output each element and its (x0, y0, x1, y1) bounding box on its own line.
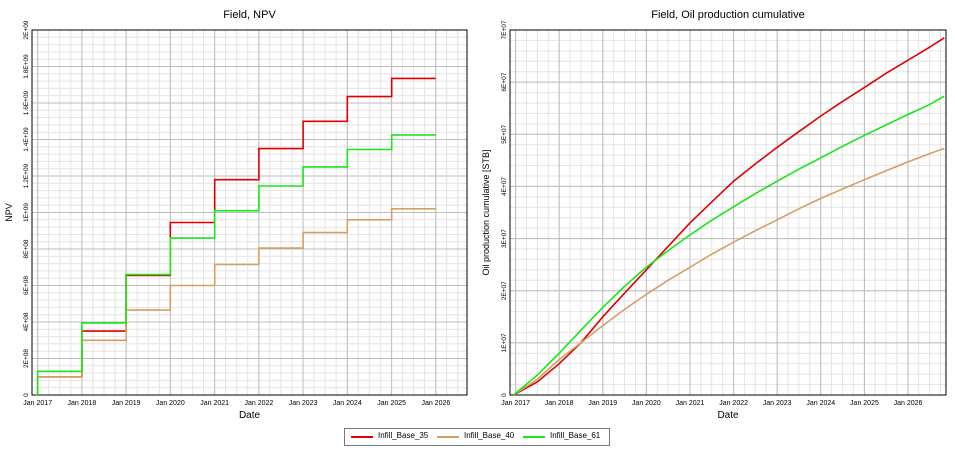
minor-gridlines (510, 29, 946, 396)
y-tick-label: 1E+09 (23, 203, 30, 222)
y-tick-label: 0 (23, 393, 30, 397)
y-tick-label: 2E+08 (23, 349, 30, 368)
legend-swatch-infill-base-35 (351, 436, 373, 438)
x-tick-label: Jan 2017 (23, 400, 52, 407)
series-line-infill-base-40 (35, 208, 436, 396)
y-tick-label: 1.2E+09 (23, 163, 30, 188)
y-tick-label: 5E+07 (501, 124, 508, 143)
x-tick-label: Jan 2023 (763, 400, 792, 407)
y-tick-label: 2E+09 (23, 20, 30, 39)
x-tick-label: Jan 2024 (333, 400, 362, 407)
x-tick-label: Jan 2026 (421, 400, 450, 407)
legend-label-infill-base-61: Infill_Base_61 (550, 431, 601, 440)
y-axis-label: Oil production cumulative [STB] (481, 149, 491, 275)
x-tick-label: Jan 2021 (200, 400, 229, 407)
y-tick-label: 3E+07 (501, 229, 508, 248)
y-tick-label: 1.6E+09 (23, 90, 30, 115)
series-line-infill-base-35 (35, 77, 436, 396)
legend-swatch-infill-base-61 (523, 436, 545, 438)
y-tick-label: 8E+08 (23, 239, 30, 258)
x-tick-label: Jan 2022 (244, 400, 273, 407)
x-axis-label: Date (717, 410, 739, 421)
y-tick-label: 6E+07 (501, 72, 508, 91)
chart-title: Field, NPV (223, 9, 276, 21)
y-tick-label: 0 (501, 393, 508, 397)
x-tick-label: Jan 2018 (545, 400, 574, 407)
x-tick-label: Jan 2025 (377, 400, 406, 407)
series-line-infill-base-35 (513, 37, 945, 396)
legend-label-infill-base-40: Infill_Base_40 (464, 431, 515, 440)
legend-swatch-infill-base-40 (437, 436, 459, 438)
y-tick-label: 1E+07 (501, 333, 508, 352)
y-tick-label: 7E+07 (501, 20, 508, 39)
series-line-infill-base-40 (513, 147, 945, 396)
y-axis-label: NPV (4, 203, 14, 222)
y-tick-label: 1.4E+09 (23, 127, 30, 152)
x-tick-label: Jan 2026 (894, 400, 923, 407)
y-tick-label: 4E+07 (501, 177, 508, 196)
chart-1: Jan 2017 Jan 2018 Jan 2019 Jan 2020 Jan 2021… (4, 9, 468, 421)
chart-legend: Infill_Base_35 Infill_Base_40 Infill_Bas… (344, 428, 610, 446)
y-tick-label: 6E+08 (23, 276, 30, 295)
plot-area-frame (31, 29, 468, 396)
x-tick-label: Jan 2018 (68, 400, 97, 407)
x-tick-label: Jan 2020 (632, 400, 661, 407)
x-tick-label: Jan 2022 (719, 400, 748, 407)
y-tick-label: 4E+08 (23, 312, 30, 331)
y-tick-label: 2E+07 (501, 281, 508, 300)
x-tick-label: Jan 2021 (676, 400, 705, 407)
series-line-infill-base-61 (513, 95, 945, 396)
x-axis-label: Date (239, 410, 261, 421)
y-tick-label: 1.8E+09 (23, 54, 30, 79)
chart-2: Jan 2017 Jan 2018 Jan 2019 Jan 2020 Jan 2021… (481, 9, 947, 421)
x-tick-label: Jan 2019 (588, 400, 617, 407)
x-tick-label: Jan 2020 (156, 400, 185, 407)
plot-area-frame (509, 29, 947, 396)
x-tick-label: Jan 2019 (112, 400, 141, 407)
x-tick-label: Jan 2025 (850, 400, 879, 407)
series-line-infill-base-61 (35, 134, 436, 396)
x-tick-label: Jan 2024 (806, 400, 835, 407)
x-tick-label: Jan 2017 (501, 400, 530, 407)
chart-title: Field, Oil production cumulative (651, 9, 804, 21)
x-tick-label: Jan 2023 (289, 400, 318, 407)
legend-label-infill-base-35: Infill_Base_35 (378, 431, 429, 440)
major-gridlines (510, 29, 946, 396)
